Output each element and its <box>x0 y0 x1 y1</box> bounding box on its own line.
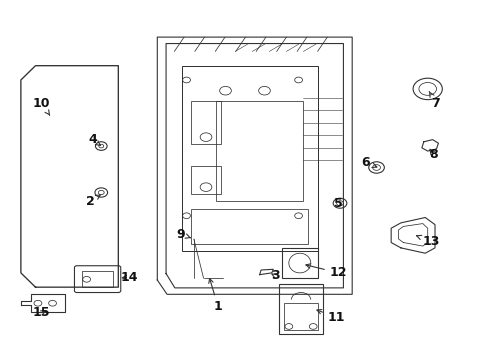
Bar <box>192 166 220 194</box>
Text: 4: 4 <box>89 134 100 147</box>
Text: 8: 8 <box>430 148 439 162</box>
Text: 14: 14 <box>120 271 138 284</box>
Text: 6: 6 <box>362 156 377 169</box>
Text: 3: 3 <box>271 269 279 282</box>
Text: 12: 12 <box>306 264 347 279</box>
Text: 11: 11 <box>317 310 345 324</box>
Bar <box>192 102 220 144</box>
Text: 9: 9 <box>176 228 191 241</box>
Text: 5: 5 <box>334 197 343 210</box>
Bar <box>82 271 114 287</box>
Bar <box>282 248 318 278</box>
Bar <box>182 66 318 251</box>
Text: 15: 15 <box>33 306 50 319</box>
Bar <box>279 284 323 334</box>
Bar <box>216 102 303 202</box>
Bar <box>284 302 318 330</box>
Text: 1: 1 <box>209 279 222 313</box>
Bar <box>192 208 308 244</box>
Text: 2: 2 <box>86 195 100 208</box>
Text: 13: 13 <box>416 235 440 248</box>
Text: 10: 10 <box>33 97 50 115</box>
Text: 7: 7 <box>429 91 441 110</box>
